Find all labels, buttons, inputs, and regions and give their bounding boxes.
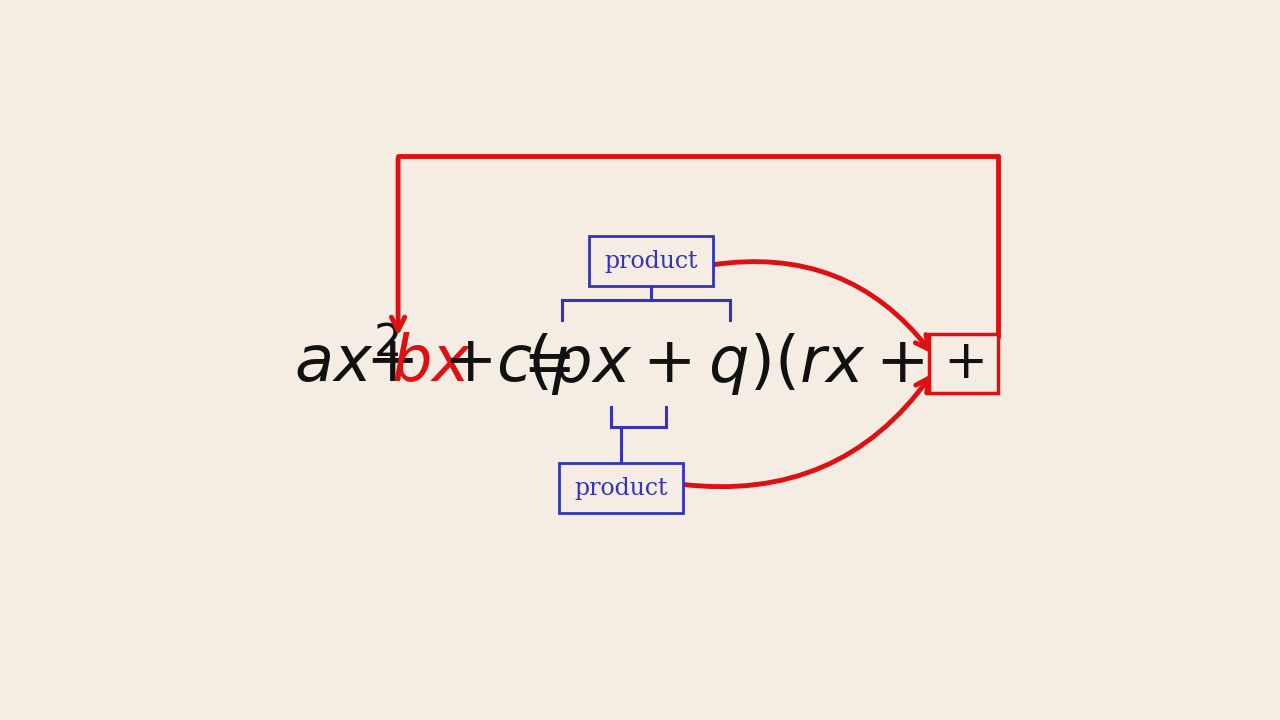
FancyBboxPatch shape [589, 236, 713, 286]
Text: $+$: $+$ [365, 333, 415, 394]
FancyBboxPatch shape [559, 464, 684, 513]
Text: $+ c$: $+ c$ [443, 333, 532, 395]
Text: product: product [604, 250, 698, 273]
Text: $+$: $+$ [943, 338, 984, 389]
Text: product: product [575, 477, 668, 500]
FancyBboxPatch shape [929, 335, 998, 392]
Text: $bx$: $bx$ [392, 333, 472, 395]
Text: $ax^2$: $ax^2$ [294, 332, 399, 395]
Text: $=$: $=$ [511, 333, 571, 394]
Text: $(px+q)(rx+s)$: $(px+q)(rx+s)$ [527, 330, 996, 397]
